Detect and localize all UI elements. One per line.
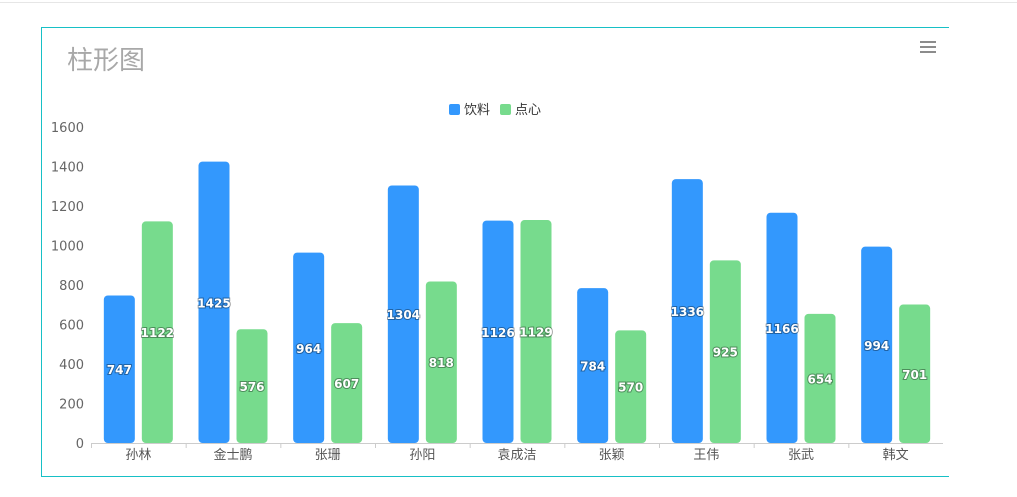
data-label-series1-8: 994 <box>864 339 889 353</box>
y-tick-label-8: 1600 <box>51 121 84 136</box>
x-tick-label-0: 孙林 <box>125 448 151 463</box>
bar-series1-4 <box>482 220 514 443</box>
x-tick-label-4: 袁成洁 <box>497 448 536 463</box>
bar-series1-2 <box>293 252 325 443</box>
bar-series2-7 <box>804 313 836 443</box>
data-label-series1-3: 1304 <box>387 308 420 322</box>
data-label-series1-5: 784 <box>580 360 605 374</box>
y-tick-label-4: 800 <box>59 279 84 294</box>
page-top-divider <box>0 0 1017 3</box>
y-tick-label-3: 600 <box>59 319 84 334</box>
data-label-series2-5: 570 <box>618 381 643 395</box>
x-tick-label-6: 王伟 <box>693 448 719 463</box>
bar-series2-1 <box>236 329 268 443</box>
data-label-series2-3: 818 <box>429 356 454 370</box>
data-label-series2-4: 1129 <box>519 326 552 340</box>
data-label-series1-7: 1166 <box>765 322 798 336</box>
bar-series2-2 <box>331 323 363 443</box>
legend-label-1: 点心 <box>515 103 541 118</box>
bar-series1-5 <box>577 288 609 443</box>
y-tick-label-6: 1200 <box>51 200 84 215</box>
legend-swatch-0 <box>449 104 460 115</box>
data-label-series1-0: 747 <box>107 363 132 377</box>
legend-label-0: 饮料 <box>464 103 490 118</box>
chart-container <box>41 27 949 477</box>
data-label-series2-7: 654 <box>807 372 832 386</box>
y-tick-label-5: 1000 <box>51 240 84 255</box>
bar-series2-8 <box>899 304 931 443</box>
data-label-series1-1: 1425 <box>197 296 230 310</box>
legend-swatch-1 <box>500 104 511 115</box>
x-tick-label-8: 韩文 <box>883 448 909 463</box>
y-tick-label-7: 1400 <box>51 161 84 176</box>
x-tick-label-2: 张珊 <box>315 448 341 463</box>
data-label-series2-6: 925 <box>713 346 738 360</box>
bar-series1-1 <box>198 161 230 443</box>
x-tick-label-7: 张武 <box>788 448 814 463</box>
bar-series2-5 <box>615 330 647 443</box>
bar-series1-8 <box>861 246 893 443</box>
y-tick-label-1: 200 <box>59 398 84 413</box>
data-label-series2-0: 1122 <box>141 326 174 340</box>
data-label-series1-6: 1336 <box>671 305 704 319</box>
data-label-series2-1: 576 <box>239 380 264 394</box>
data-label-series1-2: 964 <box>296 342 321 356</box>
hamburger-menu-icon[interactable] <box>920 40 938 54</box>
y-tick-label-0: 0 <box>76 437 84 452</box>
x-tick-label-3: 孙阳 <box>409 448 435 463</box>
bar-series2-3 <box>425 281 457 443</box>
chart-title: 柱形图 <box>67 46 146 76</box>
bar-series1-0 <box>103 295 135 443</box>
x-tick-label-1: 金士鹏 <box>213 447 252 463</box>
bar-series1-7 <box>766 212 798 443</box>
bar-series2-4 <box>520 220 552 443</box>
x-tick-label-5: 张颖 <box>599 448 625 463</box>
bar-series1-6 <box>671 179 703 443</box>
bar-series2-6 <box>709 260 741 443</box>
data-label-series1-4: 1126 <box>481 326 514 340</box>
bar-series2-0 <box>141 221 173 443</box>
data-label-series2-2: 607 <box>334 377 359 391</box>
bar-series1-3 <box>387 185 419 443</box>
data-label-series2-8: 701 <box>902 368 927 382</box>
y-tick-label-2: 400 <box>59 358 84 373</box>
